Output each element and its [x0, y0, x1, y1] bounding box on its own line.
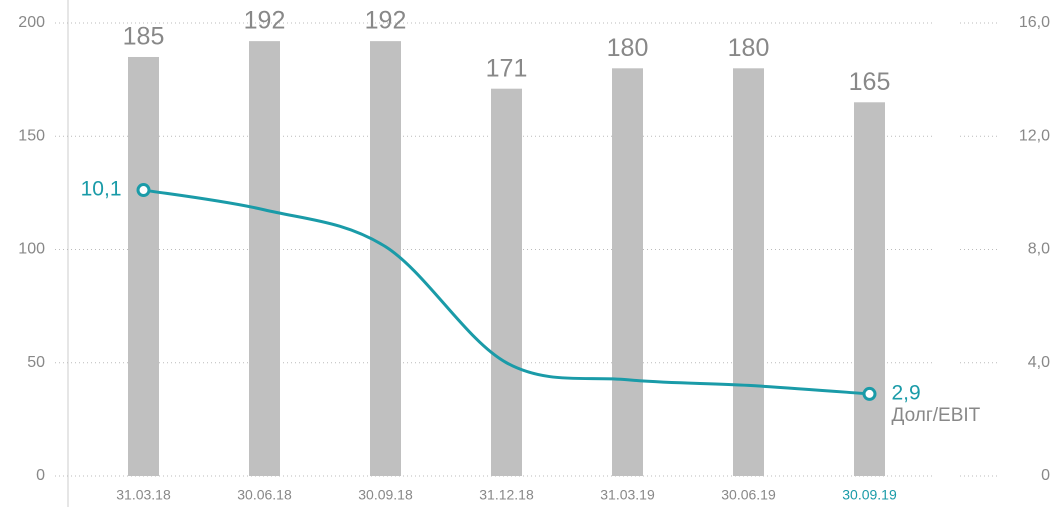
bar-value-label: 185	[123, 23, 165, 51]
y-tick-label: 50	[27, 354, 45, 371]
x-tick-label: 31.03.19	[600, 487, 655, 503]
bar	[491, 88, 522, 476]
x-tick-label: 31.03.18	[116, 487, 171, 503]
x-tick-label: 30.06.19	[721, 487, 776, 503]
x-tick-label: 30.09.19	[842, 487, 897, 503]
line-value-label: 10,1	[81, 178, 122, 201]
bar	[612, 68, 643, 477]
bar-value-label: 192	[365, 7, 407, 35]
y2-tick-label: 8,0	[1028, 241, 1050, 258]
line-value-label: 2,9	[892, 381, 921, 404]
bar	[128, 56, 159, 476]
y-tick-label: 0	[36, 467, 45, 484]
bar	[249, 41, 280, 477]
y2-tick-label: 0	[1041, 467, 1050, 484]
bar	[733, 68, 764, 477]
y-tick-label: 200	[18, 14, 45, 31]
bar-value-label: 171	[486, 54, 528, 82]
bar-value-label: 180	[728, 34, 770, 62]
bar-value-label: 180	[607, 34, 649, 62]
x-tick-label: 31.12.18	[479, 487, 534, 503]
y2-tick-label: 16,0	[1019, 14, 1050, 31]
x-tick-label: 30.06.18	[237, 487, 292, 503]
line	[143, 188, 870, 396]
y2-tick-label: 12,0	[1019, 127, 1050, 144]
x-tick-label: 30.09.18	[358, 487, 413, 503]
y-tick-label: 100	[18, 241, 45, 258]
legend-label: Долг/EBIT	[892, 405, 981, 426]
y2-tick-label: 4,0	[1028, 354, 1050, 371]
line-point	[862, 386, 877, 401]
bar	[854, 102, 885, 477]
line-point	[136, 183, 151, 198]
y-tick-label: 150	[18, 127, 45, 144]
bar-value-label: 192	[244, 7, 286, 35]
bar	[370, 41, 401, 477]
bar-value-label: 165	[849, 68, 891, 96]
